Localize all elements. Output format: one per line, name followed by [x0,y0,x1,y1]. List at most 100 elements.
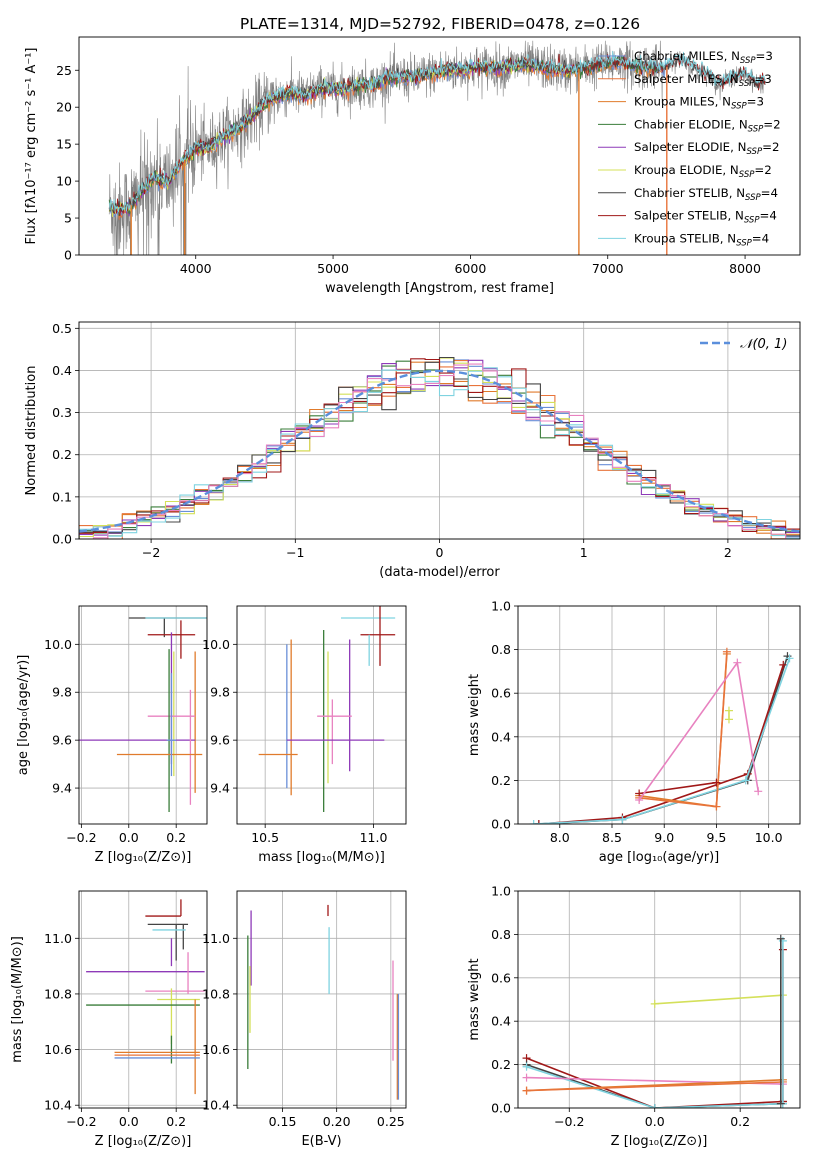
weight-marker-plus [712,778,721,787]
y-tick-label: 11.0 [202,931,230,946]
y-tick-label: 0.1 [52,489,72,504]
data-weight_vs_Z [522,934,787,1108]
data-mass_vs_EBV [247,904,400,1100]
weight-marker-plus [534,820,543,824]
x-tick-label: −1 [286,545,304,560]
weight-line-kroupa_elodie [654,994,783,1005]
weight-marker-plus [783,652,792,661]
weight-marker-plus [522,1062,531,1071]
x-tick-label: 0.0 [645,1114,665,1129]
weight-line-salpeter_stelib [526,1057,783,1108]
weight-marker-plus [522,1073,531,1082]
axes-weight_vs_age: 8.0 8.5 9.0 9.5 10.0 0.0 0.2 0.4 0.6 0.8 1.0 age [l… [467,599,801,865]
y-tick-label: 10 [56,174,72,189]
x-tick-label: 8.0 [550,830,570,845]
weight-marker-plus [722,647,731,656]
axes-spectrum: 4000 5000 6000 7000 8000 0 5 10 15 20 25 wavelength… [24,36,801,296]
legend-subscript: SSP [739,170,755,180]
x-tick-label: 0 [436,545,444,560]
x-tick-label: 9.5 [706,830,726,845]
legend-entry: Kroupa ELODIE, NSSP=2 [634,163,772,180]
weight-marker-plus [724,715,733,724]
legend-value: =3 [747,95,764,109]
x-axis-label: mass [log₁₀(M/M⊙)] [258,850,385,865]
weight-marker-plus [779,660,788,669]
data-age_vs_Z [79,617,207,813]
legend-value: =2 [762,140,779,154]
weight-marker-plus [650,1104,659,1108]
legend-subscript: SSP [739,79,755,89]
x-tick-label: 2 [724,545,732,560]
y-tick-label: 20 [56,100,72,115]
weight-marker-plus [776,934,785,943]
plot-frame [78,321,801,540]
legend-subscript: SSP [740,56,756,66]
x-tick-label: 10.5 [251,830,279,845]
y-tick-label: 10.8 [44,986,72,1001]
weight-line-salpeter_miles [526,1081,783,1092]
grid-age_vs_Z [79,606,207,824]
x-tick-label: −0.2 [66,830,96,845]
weight-marker-plus [618,815,627,824]
legend-value: =2 [763,117,780,131]
plot-frame [517,605,801,825]
y-tick-label: 0.0 [52,532,72,547]
axes-age_vs_Z: −0.2 0.0 0.2 9.4 9.6 9.8 10.0 Z [log₁₀(Z/Z⊙)] ag… [16,605,208,865]
axes-mass_vs_EBV: 0.15 0.20 0.25 10.4 10.6 10.8 11.0 E(B-V) [202,890,407,1149]
legend-value: =4 [761,186,778,200]
weight-marker-plus [522,1086,531,1095]
x-tick-label: 0.0 [119,1114,139,1129]
x-tick-label: 4000 [180,261,212,276]
x-tick-label: 0.20 [323,1114,351,1129]
legend-entry: Chabrier MILES, NSSP=3 [634,49,773,66]
legend-entry: Kroupa STELIB, NSSP=4 [634,231,769,248]
grid-weight_vs_age [518,605,800,825]
y-tick-label: 10.6 [44,1042,72,1057]
x-axis-label: wavelength [Angstrom, rest frame] [325,281,554,296]
axes-age_vs_mass: 10.5 11.0 9.4 9.6 9.8 10.0 mass [log₁₀(M/M⊙)] [202,605,407,865]
data-age_vs_mass [258,606,396,813]
x-axis-label: Z [log₁₀(Z/Z⊙)] [95,1134,192,1149]
x-tick-label: −0.2 [66,1114,96,1129]
y-tick-label: 0.2 [491,1057,511,1072]
y-tick-label: 0.6 [491,686,511,701]
y-axis-label: mass weight [467,958,482,1040]
x-tick-label: 7000 [592,261,624,276]
legend-entry: Chabrier ELODIE, NSSP=2 [634,117,781,134]
legend-entry: Salpeter STELIB, NSSP=4 [634,209,777,226]
axes-mass_vs_Z: −0.2 0.0 0.2 10.4 10.6 10.8 11.0 Z [log₁₀(Z/Z⊙)… [10,890,208,1149]
legend-entry: Salpeter ELODIE, NSSP=2 [634,140,779,157]
x-axis-label: age [log₁₀(age/yr)] [599,850,720,865]
weight-line-kroupa_stelib [533,658,791,824]
x-axis-label: Z [log₁₀(Z/Z⊙)] [611,1134,708,1149]
y-tick-label: 15 [56,137,72,152]
legend-label: Chabrier MILES, N [634,49,740,63]
axes-residuals: −2 −1 0 1 2 0.0 0.1 0.2 0.3 0.4 0.5 (data-model)/er… [24,321,801,580]
y-tick-label: 10.6 [202,1042,230,1057]
y-tick-label: 0 [64,248,72,263]
data-residuals [79,356,800,539]
legend-value: =4 [752,231,769,245]
x-tick-label: 5000 [317,261,349,276]
weight-marker-plus [712,802,721,811]
y-tick-label: 1.0 [491,884,511,899]
x-tick-label: 1 [580,545,588,560]
figure-title: PLATE=1314, MJD=52792, FIBERID=0478, z=0… [240,15,640,33]
weight-marker-plus [724,706,733,715]
legend-label: Salpeter MILES, N [634,72,739,86]
y-tick-label: 9.8 [210,685,230,700]
plot-frame [78,36,801,256]
x-tick-label: 0.2 [730,1114,750,1129]
y-axis-label: Normed distribution [24,366,39,496]
x-tick-label: 8000 [729,261,761,276]
x-tick-label: 0.25 [377,1114,405,1129]
weight-line-salpeter_stelib [538,664,785,824]
plot-frame [236,605,407,825]
data-spectrum [108,40,766,255]
legend-subscript: SSP [731,102,747,112]
y-tick-label: 9.4 [210,781,230,796]
plot-frame [236,890,407,1109]
y-tick-label: 0.4 [52,363,72,378]
legend-value: =3 [754,72,771,86]
